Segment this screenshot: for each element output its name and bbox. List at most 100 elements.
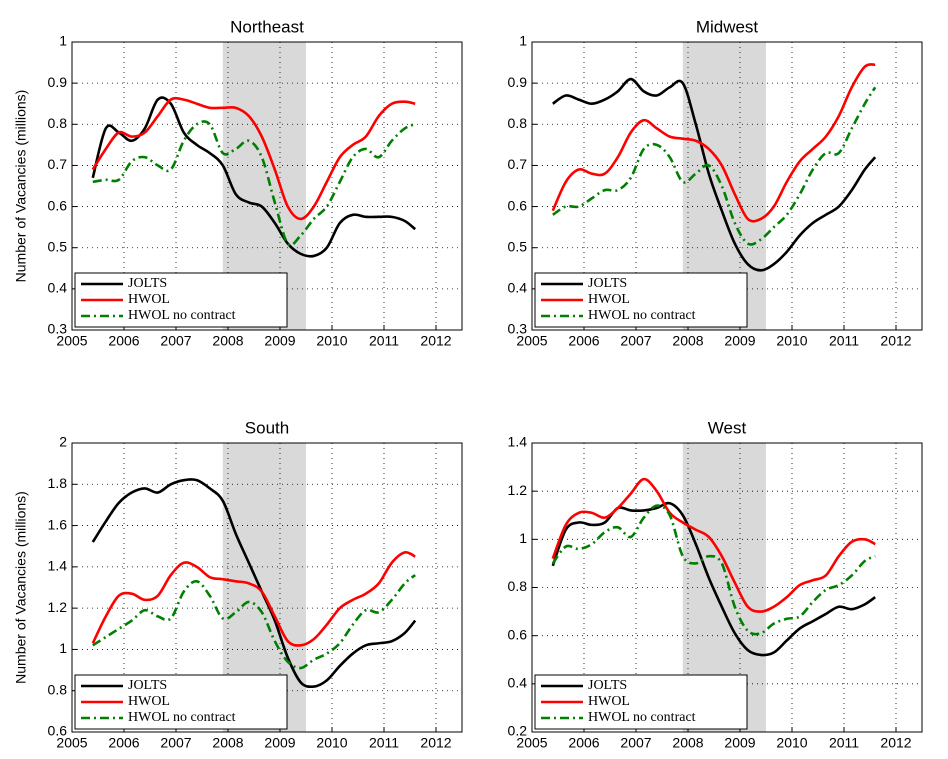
series-line: [91, 478, 417, 689]
chart-title: Northeast: [230, 17, 304, 36]
x-tick-label: 2006: [108, 333, 139, 349]
y-tick-label: 0.6: [508, 197, 528, 213]
axes-box: [531, 442, 923, 733]
legend-label: HWOL no contract: [128, 710, 236, 725]
legend-label: HWOL: [128, 694, 170, 709]
series-line: [91, 96, 416, 221]
x-tick-label: 2009: [264, 333, 295, 349]
series-line: [92, 574, 417, 670]
x-tick-label: 2010: [316, 735, 347, 751]
x-tick-label: 2012: [880, 735, 911, 751]
x-tick-label: 2008: [672, 333, 703, 349]
y-tick-label: 0.3: [508, 321, 528, 337]
axes-box: [71, 41, 463, 331]
legend-label: JOLTS: [128, 678, 167, 693]
chart-title: South: [245, 418, 289, 437]
x-tick-label: 2009: [264, 735, 295, 751]
x-tick-label: 2011: [829, 735, 859, 751]
x-tick-label: 2012: [420, 735, 451, 751]
y-tick-label: 1: [59, 33, 67, 49]
x-tick-label: 2011: [369, 735, 399, 751]
legend-label: HWOL no contract: [128, 308, 236, 323]
y-tick-label: 1.2: [48, 599, 68, 615]
legend-label: HWOL no contract: [588, 308, 696, 323]
chart-title: Midwest: [696, 17, 759, 36]
x-tick-label: 2005: [516, 333, 547, 349]
y-axis-label: Number of Vacancies (millions): [13, 90, 29, 283]
x-tick-label: 2009: [724, 333, 755, 349]
x-tick-label: 2010: [776, 735, 807, 751]
legend-label: HWOL: [588, 292, 630, 307]
x-tick-label: 2007: [620, 333, 651, 349]
y-tick-label: 0.4: [508, 675, 528, 691]
x-tick-label: 2009: [724, 735, 755, 751]
x-tick-label: 2006: [108, 735, 139, 751]
y-tick-label: 1: [519, 33, 527, 49]
x-tick-label: 2010: [776, 333, 807, 349]
legend-label: JOLTS: [588, 276, 627, 291]
y-tick-label: 2: [59, 434, 67, 450]
y-tick-label: 0.9: [508, 74, 528, 90]
x-tick-label: 2012: [880, 333, 911, 349]
y-tick-label: 0.7: [508, 156, 528, 172]
series-line: [552, 77, 877, 272]
y-tick-label: 0.2: [508, 723, 528, 739]
x-tick-label: 2006: [568, 735, 599, 751]
chart-title: West: [708, 418, 747, 437]
y-axis-label: Number of Vacancies (millions): [13, 491, 29, 684]
y-tick-label: 0.5: [508, 238, 528, 254]
y-tick-label: 1: [59, 640, 67, 656]
x-tick-label: 2007: [160, 735, 191, 751]
y-tick-label: 0.6: [48, 723, 68, 739]
legend-label: JOLTS: [128, 276, 167, 291]
axes-box: [531, 41, 923, 331]
x-tick-label: 2008: [672, 735, 703, 751]
y-tick-label: 1.6: [48, 516, 68, 532]
x-tick-label: 2007: [160, 333, 191, 349]
y-tick-label: 0.4: [508, 280, 528, 296]
y-tick-label: 1.4: [508, 434, 528, 450]
y-tick-label: 0.6: [48, 197, 68, 213]
legend-label: HWOL no contract: [588, 710, 696, 725]
x-tick-label: 2011: [829, 333, 859, 349]
x-tick-label: 2008: [212, 333, 243, 349]
y-tick-label: 0.6: [508, 626, 528, 642]
legend-label: HWOL: [128, 292, 170, 307]
y-tick-label: 0.8: [48, 115, 68, 131]
panel: 2005 2006 2007 2008 2009 2010 2011 2012 0.3 0.4 0.…: [13, 17, 463, 349]
y-tick-label: 1.2: [508, 482, 528, 498]
series-line: [551, 63, 876, 223]
y-tick-label: 0.8: [48, 681, 68, 697]
y-tick-label: 0.9: [48, 74, 68, 90]
x-tick-label: 2005: [516, 735, 547, 751]
y-tick-label: 1.8: [48, 475, 68, 491]
x-tick-label: 2005: [56, 333, 87, 349]
x-tick-label: 2006: [568, 333, 599, 349]
panel: 2005 2006 2007 2008 2009 2010 2011 2012 0.6 0.8 1 1…: [13, 418, 463, 751]
series-line: [91, 96, 417, 258]
series-line: [91, 550, 416, 647]
y-tick-label: 0.5: [48, 238, 68, 254]
x-tick-label: 2007: [620, 735, 651, 751]
legend-label: JOLTS: [588, 678, 627, 693]
y-tick-label: 0.4: [48, 280, 68, 296]
series-line: [92, 120, 416, 247]
series-line: [552, 86, 877, 246]
y-tick-label: 0.7: [48, 156, 68, 172]
y-tick-label: 1.4: [48, 558, 68, 574]
panel: 2005 2006 2007 2008 2009 2010 2011 2012 0.3 0.4 0.…: [508, 17, 923, 349]
series-line: [551, 501, 876, 657]
y-tick-label: 1: [519, 530, 527, 546]
y-tick-label: 0.8: [508, 115, 528, 131]
axes-box: [71, 442, 463, 733]
x-tick-label: 2012: [420, 333, 451, 349]
series-line: [551, 477, 876, 613]
x-tick-label: 2005: [56, 735, 87, 751]
series-line: [551, 504, 876, 636]
y-tick-label: 0.3: [48, 321, 68, 337]
y-tick-label: 0.8: [508, 578, 528, 594]
x-tick-label: 2010: [316, 333, 347, 349]
panel: 2005 2006 2007 2008 2009 2010 2011 2012 0.2 0.4 0.…: [508, 418, 923, 751]
x-tick-label: 2011: [369, 333, 399, 349]
